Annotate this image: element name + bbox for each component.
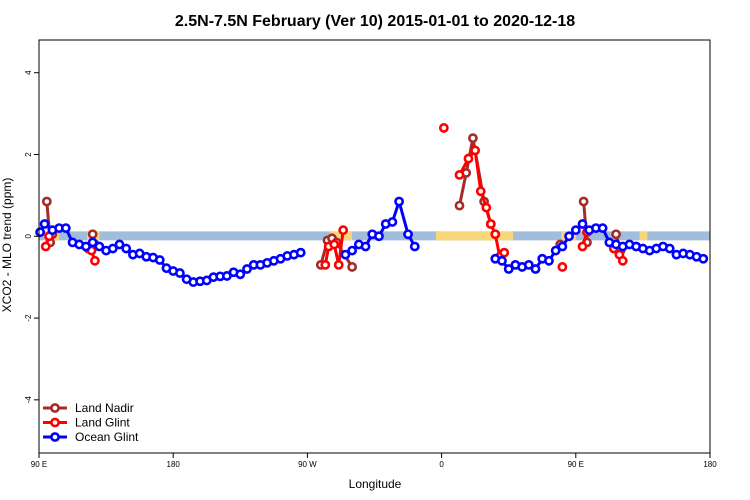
data-point: [403, 229, 413, 240]
data-point: [497, 255, 507, 266]
data-point: [470, 145, 481, 156]
data-point: [490, 229, 501, 240]
y-axis-label: XCO2 - MLO trend (ppm): [0, 178, 14, 313]
x-tick-label: 90 W: [298, 460, 317, 469]
legend-label: Land Nadir: [75, 401, 134, 415]
data-point: [387, 217, 398, 227]
data-point: [40, 241, 51, 252]
data-point: [347, 262, 358, 272]
legend-label: Land Glint: [75, 416, 130, 430]
data-point: [329, 239, 340, 250]
data-point: [499, 247, 510, 258]
data-point: [577, 241, 588, 252]
data-point: [557, 262, 568, 272]
data-point: [394, 196, 405, 207]
y-tick-label: 4: [24, 70, 33, 75]
data-point: [530, 264, 541, 274]
data-point: [333, 260, 344, 270]
legend-item: Land Nadir: [43, 401, 134, 415]
data-point: [485, 219, 496, 229]
data-point: [523, 260, 534, 270]
data-point: [611, 229, 621, 240]
data-point: [475, 186, 486, 197]
data-point: [617, 255, 628, 266]
data-point: [360, 241, 371, 252]
data-point: [87, 237, 98, 248]
data-point: [94, 241, 105, 252]
x-tick-label: 180: [167, 460, 181, 469]
x-tick-label: 180: [703, 460, 717, 469]
data-point: [41, 196, 52, 207]
legend-marker: [50, 432, 60, 442]
data-point: [409, 241, 420, 252]
data-point: [340, 249, 351, 260]
plot-frame: [38, 39, 711, 454]
y-tick-label: 2: [24, 152, 33, 157]
data-point: [242, 264, 252, 274]
data-point: [557, 241, 568, 252]
data-point: [698, 253, 709, 264]
legend-marker: [50, 417, 60, 428]
data-point: [664, 243, 675, 254]
data-point: [578, 196, 589, 207]
data-point: [347, 245, 358, 256]
x-axis-label: Longitude: [349, 477, 402, 491]
data-point: [544, 255, 554, 266]
land-band: [639, 231, 648, 241]
series-ocean-glint: [35, 196, 709, 287]
data-point: [114, 239, 125, 250]
y-tick-label: -4: [24, 396, 33, 404]
data-point: [90, 255, 100, 266]
data-point: [320, 260, 331, 270]
data-point: [597, 223, 608, 233]
data-point: [87, 229, 98, 240]
data-point: [503, 264, 514, 274]
data-point: [81, 241, 91, 252]
data-point: [60, 223, 71, 233]
data-point: [35, 227, 46, 238]
data-point: [481, 202, 492, 213]
data-point: [550, 245, 561, 256]
data-point: [107, 243, 118, 254]
legend-item: Land Glint: [43, 416, 130, 430]
data-point: [338, 225, 349, 236]
x-tick-label: 0: [439, 460, 444, 469]
data-point: [468, 133, 478, 144]
chart-title: 2.5N-7.5N February (Ver 10) 2015-01-01 t…: [175, 13, 575, 30]
data-point: [175, 268, 185, 278]
legend-label: Ocean Glint: [75, 430, 139, 444]
y-tick-label: -2: [24, 314, 33, 322]
data-point: [454, 170, 465, 180]
data-point: [39, 219, 50, 229]
axes: 90 E 180 90 W 0 90 E 180 -4 -2 0 2 4: [24, 39, 717, 469]
data-point: [295, 247, 306, 258]
data-point: [121, 243, 132, 254]
series-layer: [35, 123, 709, 287]
legend-item: Ocean Glint: [43, 430, 139, 444]
data-point: [564, 231, 574, 242]
land-band: [436, 231, 514, 241]
x-tick-label: 90 E: [31, 460, 47, 469]
data-point: [154, 255, 165, 265]
legend-marker: [50, 403, 60, 413]
data-point: [438, 123, 449, 133]
data-point: [577, 219, 588, 229]
x-tick-label: 90 E: [568, 460, 584, 469]
data-point: [454, 200, 465, 211]
y-tick-label: 0: [24, 234, 33, 239]
data-point: [463, 153, 474, 164]
data-point: [374, 231, 384, 242]
data-point: [570, 225, 581, 236]
data-point: [235, 269, 246, 280]
